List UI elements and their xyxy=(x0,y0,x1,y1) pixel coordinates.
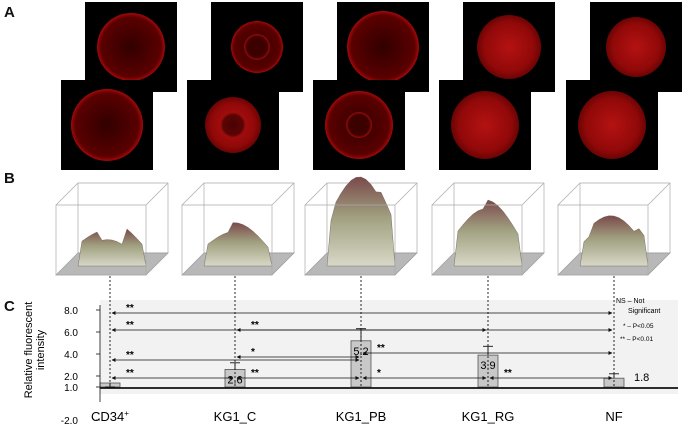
y-tick-label: -2.0 xyxy=(61,416,79,427)
significance-label: ** xyxy=(126,368,134,379)
micrograph-nf-top xyxy=(590,2,682,92)
y-tick-label: 6.0 xyxy=(64,328,78,339)
significance-label: * xyxy=(377,368,381,379)
significance-label: ** xyxy=(126,320,134,331)
surface-plot xyxy=(181,182,295,276)
significance-label: * xyxy=(251,347,255,358)
legend-ns-line2: Significant xyxy=(628,308,660,315)
micrograph-cd34-bottom xyxy=(61,80,153,170)
ylabel-line1: Relative fluorescent xyxy=(23,302,35,399)
value-label: 1.8 xyxy=(634,372,649,384)
cell-signal xyxy=(606,17,666,77)
y-tick-label: 8.0 xyxy=(64,306,78,317)
surface-plots xyxy=(55,176,671,276)
micrograph-cd34-top xyxy=(85,2,177,92)
cell-signal xyxy=(477,15,541,79)
ylabel-line2: intensity xyxy=(35,329,47,370)
legend-p05: * – P<0.05 xyxy=(623,323,654,330)
significance-label: ** xyxy=(126,303,134,314)
category-label: NF xyxy=(605,409,622,424)
nucleus-signal xyxy=(346,112,372,138)
category-label: KG1_RG xyxy=(462,409,515,424)
significance-label: ** xyxy=(377,343,385,354)
y-tick-label: 1.0 xyxy=(64,383,78,394)
y-tick-label: 2.0 xyxy=(64,372,78,383)
micrograph-kg1c-bottom xyxy=(187,80,279,170)
category-label: CD34+ xyxy=(91,409,129,424)
panel-label-b: B xyxy=(4,170,15,187)
legend-ns-line1: NS – Not xyxy=(616,298,644,305)
panel-label-a: A xyxy=(4,4,15,21)
micrograph-kg1rg-top xyxy=(463,2,555,92)
category-label: KG1_PB xyxy=(336,409,387,424)
significance-label: ** xyxy=(126,350,134,361)
micrograph-nf-bottom xyxy=(566,80,658,170)
micrograph-kg1rg-bottom xyxy=(439,80,531,170)
surface-plot xyxy=(55,182,169,276)
legend-p01: ** – P<0.01 xyxy=(620,336,653,343)
cell-signal xyxy=(71,89,143,161)
cell-signal xyxy=(451,91,519,159)
cell-signal xyxy=(97,13,165,81)
category-label: KG1_C xyxy=(214,409,257,424)
micrograph-kg1pb-top xyxy=(337,2,429,92)
cell-signal xyxy=(347,11,419,83)
surface-plot xyxy=(431,182,545,276)
nucleus-signal xyxy=(220,112,246,138)
significance-label: ** xyxy=(251,320,259,331)
surface-plot xyxy=(557,182,671,276)
significance-label: ** xyxy=(251,368,259,379)
surface-plot xyxy=(304,176,418,276)
y-tick-label: 4.0 xyxy=(64,350,78,361)
value-label: 3.9 xyxy=(480,360,495,372)
cell-signal xyxy=(578,91,646,159)
nucleus-signal xyxy=(244,34,270,60)
category-superscript: + xyxy=(124,409,129,418)
micrograph-kg1pb-bottom xyxy=(313,80,405,170)
micrograph-kg1c-top xyxy=(211,2,303,92)
significance-label: ** xyxy=(504,368,512,379)
plot-background xyxy=(100,300,678,394)
panel-label-c: C xyxy=(4,298,15,315)
